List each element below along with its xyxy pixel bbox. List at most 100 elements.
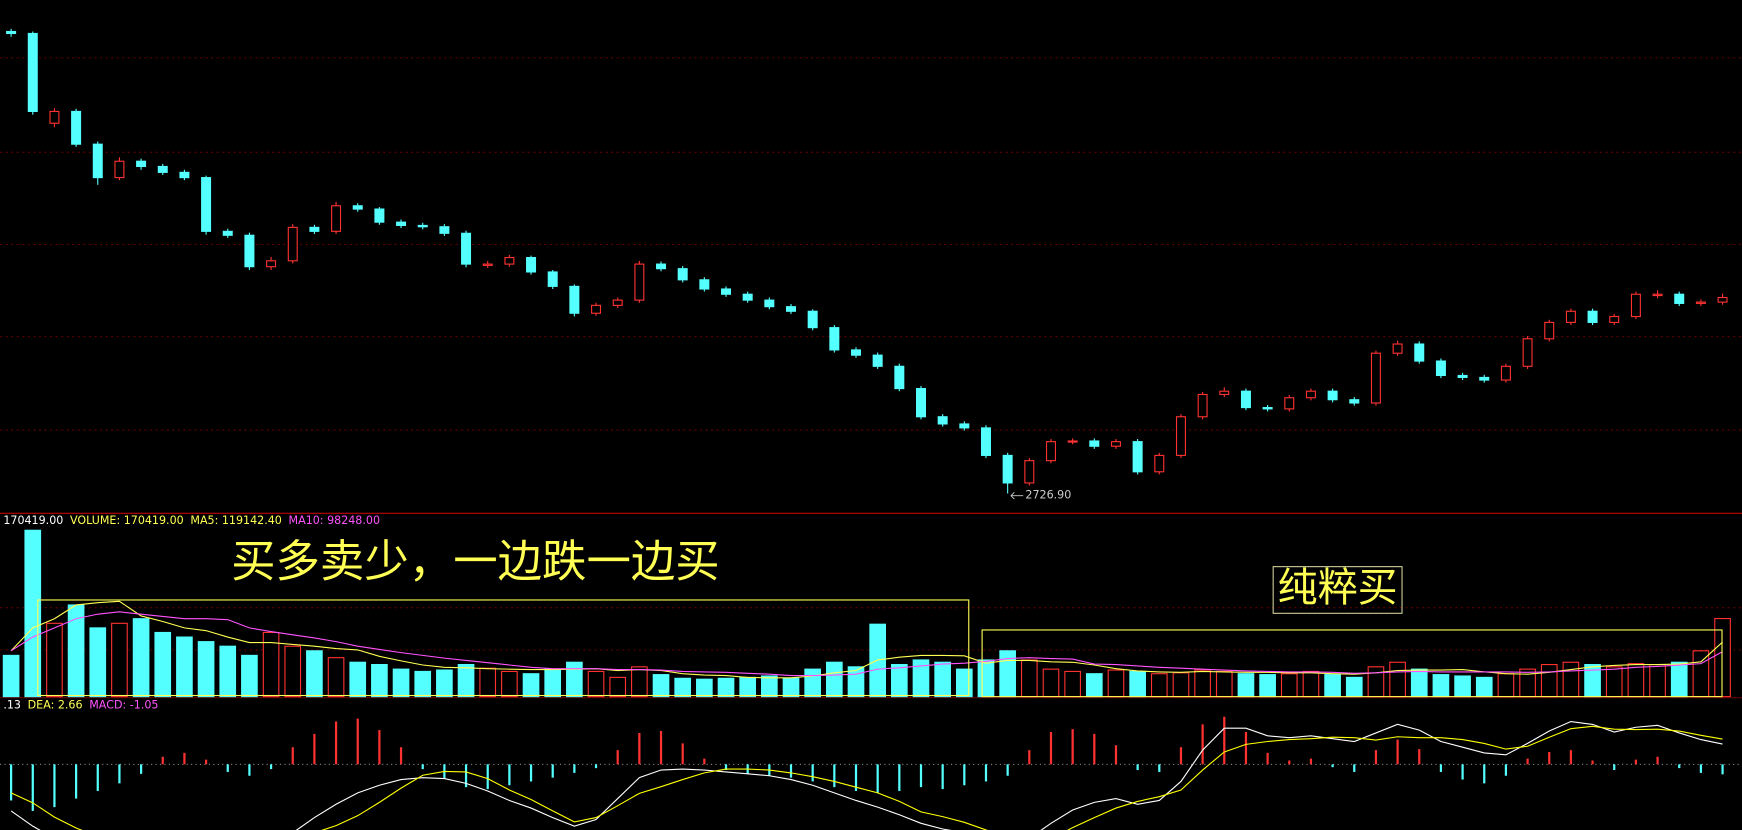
volume-bar (2, 654, 20, 698)
candle-body (482, 263, 493, 266)
volume-bar (1237, 673, 1255, 698)
volume-ma-line (10, 600, 1723, 679)
volume-bar (587, 670, 605, 698)
candle-body (92, 143, 103, 179)
volume-bar (1280, 673, 1298, 698)
volume-bar (1020, 659, 1038, 698)
volume-bar (977, 659, 995, 698)
candle-body (1695, 301, 1706, 304)
candle-body (1154, 454, 1165, 473)
volume-bar (1150, 673, 1168, 698)
volume-bar (674, 677, 692, 698)
volume-bar (1540, 663, 1558, 698)
volume-bar (1129, 670, 1146, 698)
candle-body (1262, 407, 1273, 410)
volume-bar (132, 618, 150, 698)
candle-body (1132, 441, 1143, 473)
macd-line (10, 725, 1723, 830)
candle-body (1652, 293, 1663, 297)
candle-body (287, 226, 298, 262)
candle-body (959, 423, 970, 429)
volume-ma-line (10, 611, 1723, 677)
candle-body (1674, 293, 1685, 304)
candle-body (937, 416, 948, 425)
volume-bar (1670, 661, 1688, 698)
candle-body (1110, 441, 1121, 447)
volume-bar (1107, 669, 1125, 698)
volume-bar (826, 661, 843, 698)
candle-body (1609, 315, 1620, 323)
volume-bar (1389, 661, 1406, 698)
candle-body (27, 32, 38, 112)
candle-body (677, 268, 688, 281)
volume-bar (696, 678, 713, 698)
macd-pane (0, 716, 1742, 830)
candle-body (1435, 360, 1446, 377)
candle-body (49, 110, 60, 124)
candle-body (244, 234, 255, 268)
volume-bar (111, 622, 128, 698)
volume-bar (1324, 674, 1341, 698)
volume-bar (761, 675, 778, 698)
candle-body (461, 232, 472, 265)
candle-body (1197, 393, 1208, 418)
macd-line (10, 720, 1723, 830)
candle-body (1630, 293, 1641, 318)
volume-bar (219, 645, 237, 698)
candle-body (331, 205, 342, 232)
candle-body (1500, 365, 1511, 381)
annotation-arrow (1010, 492, 1024, 500)
volume-bar (934, 661, 951, 698)
header-label: DEA: 2.66 (28, 699, 83, 712)
volume-bar (154, 631, 172, 698)
volume-bar (262, 631, 280, 698)
candle-body (1717, 296, 1728, 303)
volume-bar (782, 677, 800, 698)
candle-body (309, 226, 320, 232)
volume-bar (1215, 670, 1233, 698)
annotation-text: 纯粹买 (1278, 565, 1398, 611)
candle-body (656, 263, 667, 270)
candle-body (1175, 416, 1186, 456)
candle-body (721, 288, 732, 295)
annotation-frame (1272, 566, 1403, 614)
volume-bar (479, 667, 497, 698)
volume-bar (284, 645, 302, 698)
candle-body (201, 177, 212, 232)
header-label: MA5: 119142.40 (190, 514, 281, 527)
volume-bar (717, 677, 735, 698)
volume-bar (566, 661, 583, 698)
volume-bar (89, 627, 107, 698)
volume-bar (306, 650, 323, 698)
volume-bar (414, 670, 432, 698)
volume-bar (1432, 674, 1450, 698)
candle-body (1544, 321, 1555, 340)
candle-body (915, 388, 926, 418)
volume-bar (197, 641, 215, 698)
volume-bar (1475, 676, 1493, 698)
volume-bar (1692, 650, 1710, 698)
candle-body (1370, 352, 1381, 404)
candle-body (634, 263, 645, 301)
candle-body (396, 221, 407, 226)
volume-bar (1454, 675, 1471, 698)
candle-body (1522, 338, 1533, 367)
volume-bar (1194, 669, 1211, 698)
volume-bar (1302, 670, 1320, 698)
volume-bar (1410, 668, 1428, 698)
volume-bar (327, 657, 345, 698)
candle-body (1045, 441, 1056, 462)
candle-body (1414, 343, 1425, 362)
volume-bar (1042, 668, 1060, 698)
candle-body (1457, 374, 1468, 378)
volume-bar (176, 636, 193, 698)
header-label: MA10: 98248.00 (289, 514, 380, 527)
annotation-text: 买多卖少，一边跌一边买 (231, 536, 720, 587)
candle-body (1024, 460, 1035, 484)
candle-body (612, 299, 623, 306)
candle-body (807, 310, 818, 329)
annotation-box (37, 599, 970, 697)
volume-bar (912, 659, 930, 698)
volume-bar (1649, 663, 1666, 698)
